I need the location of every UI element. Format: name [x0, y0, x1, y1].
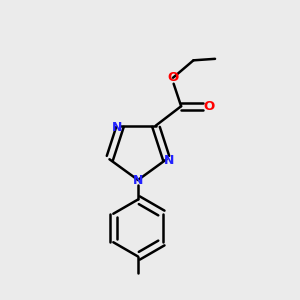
Text: N: N	[133, 173, 143, 187]
Text: N: N	[164, 154, 175, 167]
Text: O: O	[204, 100, 215, 113]
Text: O: O	[167, 71, 179, 84]
Text: N: N	[112, 121, 123, 134]
